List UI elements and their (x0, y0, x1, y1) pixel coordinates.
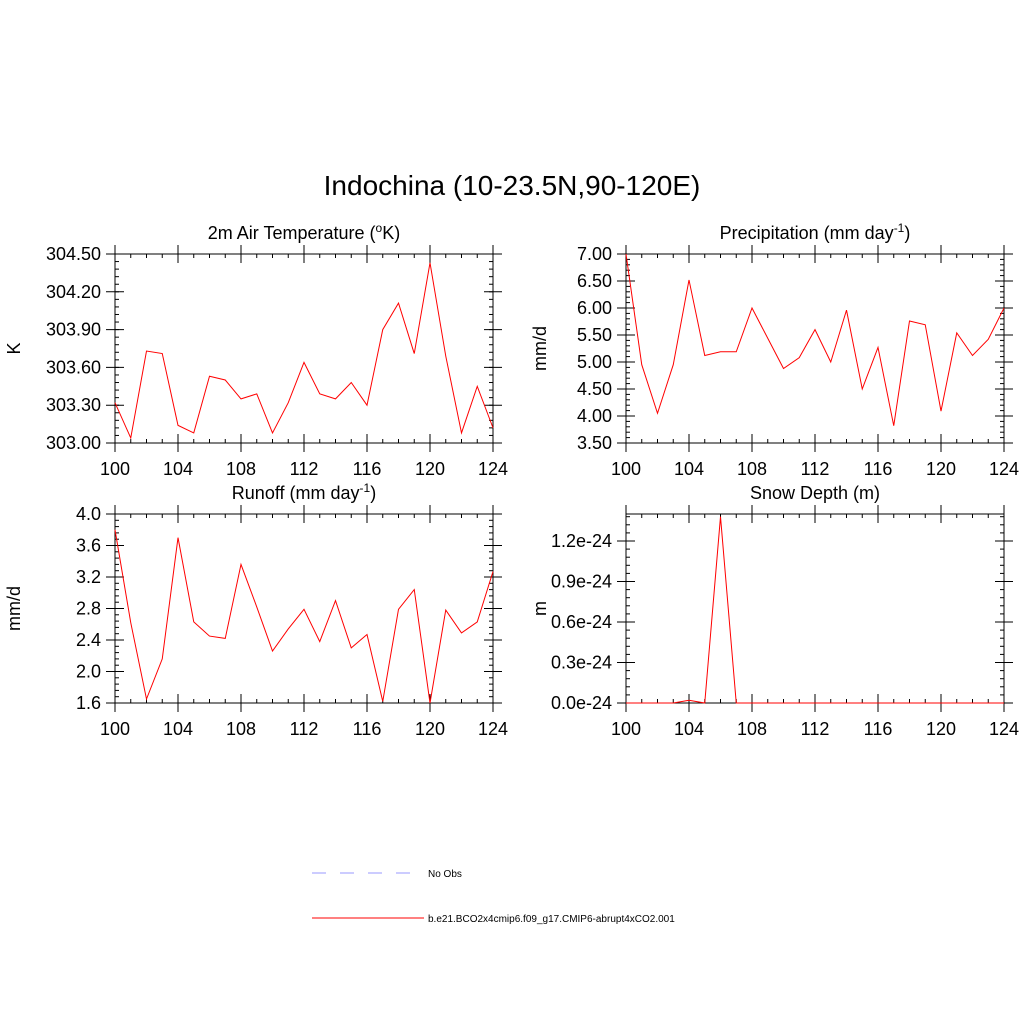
snow-depth-plot-frame (625, 513, 1005, 704)
legend-label-no-obs: No Obs (428, 869, 462, 880)
snow-depth-ytick-label: 0.6e-24 (551, 612, 612, 632)
air-temperature-ytick-label: 303.00 (46, 433, 101, 453)
snow-depth-xtick-label: 112 (801, 719, 830, 739)
air-temperature-xtick-label: 108 (226, 459, 256, 479)
snow-depth-xtick-label: 124 (989, 719, 1019, 739)
runoff-xtick-label: 116 (353, 719, 382, 739)
precipitation-xtick-label: 116 (864, 459, 893, 479)
snow-depth-xtick-label: 116 (864, 719, 893, 739)
air-temperature-ytick-label: 303.60 (46, 357, 101, 377)
snow-depth-series-line (626, 516, 1004, 704)
air-temperature-xtick-label: 120 (415, 459, 445, 479)
air-temperature-xtick-label: 112 (290, 459, 319, 479)
snow-depth-ylabel: m (530, 601, 550, 616)
runoff-ytick-label: 2.8 (76, 599, 101, 619)
precipitation-xtick-label: 124 (989, 459, 1019, 479)
snow-depth-xtick-label: 104 (674, 719, 704, 739)
air-temperature-series-line (114, 262, 494, 440)
runoff-ytick-label: 3.2 (76, 567, 101, 587)
snow-depth-ytick-label: 1.2e-24 (551, 531, 612, 551)
runoff-series-line (114, 529, 494, 704)
precipitation-title: Precipitation (mm day-1) (720, 221, 911, 243)
precipitation-plot-frame (625, 253, 1005, 444)
precipitation-ytick-label: 3.50 (577, 433, 612, 453)
precipitation-xtick-label: 112 (801, 459, 830, 479)
precipitation-ytick-label: 5.00 (577, 352, 612, 372)
precipitation-ytick-label: 7.00 (577, 244, 612, 264)
air-temperature-xtick-label: 124 (478, 459, 508, 479)
runoff-xtick-label: 104 (163, 719, 193, 739)
air-temperature-ytick-label: 304.20 (46, 282, 101, 302)
air-temperature-plot-frame (114, 253, 494, 444)
precipitation-xtick-label: 104 (674, 459, 704, 479)
snow-depth-title: Snow Depth (m) (750, 483, 880, 503)
snow-depth-ytick-label: 0.9e-24 (551, 572, 612, 592)
panel-runoff: Runoff (mm day-1) mm/d 100 104 108 112 116 120 1… (4, 481, 508, 739)
runoff-ytick-label: 1.6 (76, 693, 101, 713)
runoff-ytick-label: 3.6 (76, 536, 101, 556)
precipitation-ylabel: mm/d (530, 326, 550, 371)
snow-depth-ytick-label: 0.0e-24 (551, 693, 612, 713)
air-temperature-ytick-label: 304.50 (46, 244, 101, 264)
precipitation-xtick-label: 108 (737, 459, 767, 479)
precipitation-xtick-label: 120 (926, 459, 956, 479)
runoff-ytick-label: 2.0 (76, 662, 101, 682)
snow-depth-xtick-label: 100 (611, 719, 641, 739)
snow-depth-xtick-label: 120 (926, 719, 956, 739)
runoff-ytick-label: 2.4 (76, 630, 101, 650)
precipitation-ytick-label: 4.50 (577, 379, 612, 399)
runoff-xtick-label: 112 (290, 719, 319, 739)
legend-label-model: b.e21.BCO2x4cmip6.f09_g17.CMIP6-abrupt4x… (428, 914, 675, 925)
figure-title: Indochina (10-23.5N,90-120E) (323, 170, 701, 201)
precipitation-xtick-label: 100 (611, 459, 641, 479)
air-temperature-xtick-label: 104 (163, 459, 193, 479)
runoff-xtick-label: 108 (226, 719, 256, 739)
panel-air-temperature: 2m Air Temperature (oK) K 100 104 108 112 116 1… (4, 221, 508, 479)
runoff-ylabel: mm/d (4, 586, 24, 631)
precipitation-ytick-label: 6.00 (577, 298, 612, 318)
air-temperature-ytick-label: 303.90 (46, 320, 101, 340)
runoff-title: Runoff (mm day-1) (232, 481, 376, 503)
runoff-xtick-label: 124 (478, 719, 508, 739)
air-temperature-xtick-label: 100 (100, 459, 130, 479)
air-temperature-ylabel: K (4, 342, 24, 354)
runoff-xtick-label: 100 (100, 719, 130, 739)
panel-snow-depth: Snow Depth (m) m 100 104 108 112 116 120 124 0.0e… (530, 483, 1019, 739)
precipitation-series-line (625, 253, 1005, 426)
runoff-xtick-label: 120 (415, 719, 445, 739)
snow-depth-xtick-label: 108 (737, 719, 767, 739)
precipitation-ytick-label: 4.00 (577, 406, 612, 426)
panel-precipitation: Precipitation (mm day-1) mm/d 100 104 108 112… (530, 221, 1019, 479)
air-temperature-title: 2m Air Temperature (oK) (208, 221, 400, 243)
air-temperature-xtick-label: 116 (353, 459, 382, 479)
precipitation-ytick-label: 5.50 (577, 325, 612, 345)
runoff-ytick-label: 4.0 (76, 504, 101, 524)
legend: No Obs b.e21.BCO2x4cmip6.f09_g17.CMIP6-a… (312, 869, 675, 925)
snow-depth-ytick-label: 0.3e-24 (551, 653, 612, 673)
precipitation-ytick-label: 6.50 (577, 271, 612, 291)
air-temperature-ytick-label: 303.30 (46, 395, 101, 415)
